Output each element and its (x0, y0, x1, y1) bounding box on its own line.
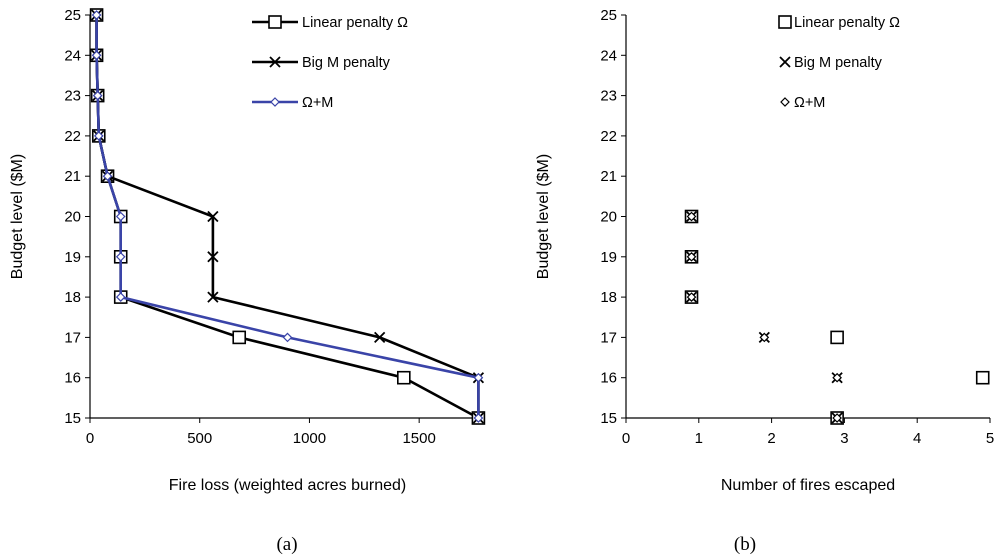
y-tick-label: 24 (64, 47, 81, 64)
y-tick-label: 18 (600, 289, 617, 306)
series-line (95, 15, 480, 420)
series-3 (686, 211, 842, 423)
legend-marker (269, 56, 281, 68)
legend-label: Linear penalty Ω (302, 15, 408, 31)
data-point (282, 332, 293, 343)
y-tick-label: 25 (600, 7, 617, 24)
x-tick-label: 0 (86, 430, 94, 447)
y-tick-label: 15 (600, 410, 617, 427)
data-point (91, 50, 102, 61)
series-1 (684, 209, 990, 425)
data-point (686, 251, 697, 262)
legend-marker (779, 56, 791, 68)
legend-label: Big M penalty (302, 55, 391, 71)
legend-marker (268, 15, 282, 29)
panel-caption: (b) (734, 534, 756, 555)
data-point (92, 90, 103, 101)
x-tick-label: 5 (986, 430, 994, 447)
y-tick-label: 16 (600, 370, 617, 387)
legend-marker (778, 15, 792, 29)
y-tick-label: 20 (64, 209, 81, 226)
x-tick-label: 0 (622, 430, 630, 447)
series-line (95, 15, 480, 418)
data-point (473, 372, 484, 383)
y-axis-label: Budget level ($M) (535, 154, 552, 279)
y-tick-label: 16 (64, 370, 81, 387)
data-point (374, 331, 386, 344)
data-point (473, 413, 484, 423)
x-tick-label: 1500 (402, 430, 435, 447)
data-point (830, 330, 844, 345)
legend-marker (780, 97, 790, 107)
chart-panel-a: 15 16 17 18 19 20 21 22 23 24 25 0 500 1000 1500 Fire l… (9, 7, 486, 555)
y-tick-label: 23 (600, 88, 617, 105)
y-tick-label: 19 (600, 249, 617, 266)
series-2 (685, 210, 843, 424)
y-tick-label: 17 (64, 329, 81, 346)
data-point (91, 10, 102, 20)
data-point (207, 210, 219, 223)
data-point (759, 332, 770, 343)
panel-caption: (a) (276, 534, 297, 555)
data-point (115, 251, 126, 262)
legend-label: Ω+M (302, 95, 333, 111)
data-point (975, 370, 990, 385)
data-point (93, 131, 104, 141)
y-tick-label: 24 (600, 47, 617, 64)
y-tick-label: 19 (64, 249, 81, 266)
data-point (102, 171, 113, 182)
series-3 (91, 10, 484, 423)
y-tick-label: 22 (600, 128, 617, 145)
data-point (686, 292, 697, 302)
series-1 (89, 8, 486, 425)
y-tick-label: 22 (64, 128, 81, 145)
y-tick-label: 23 (64, 88, 81, 105)
y-tick-label: 20 (600, 209, 617, 226)
series-line (95, 15, 480, 418)
data-point (832, 413, 842, 423)
data-point (207, 251, 219, 263)
y-tick-label: 18 (64, 289, 81, 306)
legend: Linear penalty Ω Big M penalty Ω+M (252, 15, 408, 111)
x-tick-label: 3 (840, 430, 848, 447)
legend-label: Ω+M (794, 95, 825, 111)
legend-label: Big M penalty (794, 55, 883, 71)
data-point (686, 211, 697, 222)
data-point (397, 370, 411, 385)
legend-label: Linear penalty Ω (794, 15, 900, 31)
data-point (832, 372, 842, 383)
x-tick-label: 1000 (293, 430, 326, 447)
y-tick-label: 17 (600, 329, 617, 346)
x-tick-label: 2 (767, 430, 775, 447)
x-axis-label: Number of fires escaped (721, 477, 895, 494)
x-tick-label: 4 (913, 430, 921, 447)
x-tick-label: 1 (695, 430, 703, 447)
legend-marker (270, 97, 280, 107)
x-tick-label: 500 (187, 430, 212, 447)
y-tick-label: 15 (64, 410, 81, 427)
data-point (232, 330, 247, 345)
y-tick-label: 21 (64, 168, 81, 185)
series-2 (90, 9, 485, 424)
y-tick-label: 25 (64, 7, 81, 24)
y-axis-label: Budget level ($M) (9, 154, 26, 279)
legend: Linear penalty Ω Big M penalty Ω+M (778, 15, 900, 111)
data-point (207, 291, 219, 303)
data-point (115, 292, 126, 302)
data-point (115, 211, 126, 222)
x-axis-label: Fire loss (weighted acres burned) (169, 477, 406, 494)
y-tick-label: 21 (600, 168, 617, 185)
